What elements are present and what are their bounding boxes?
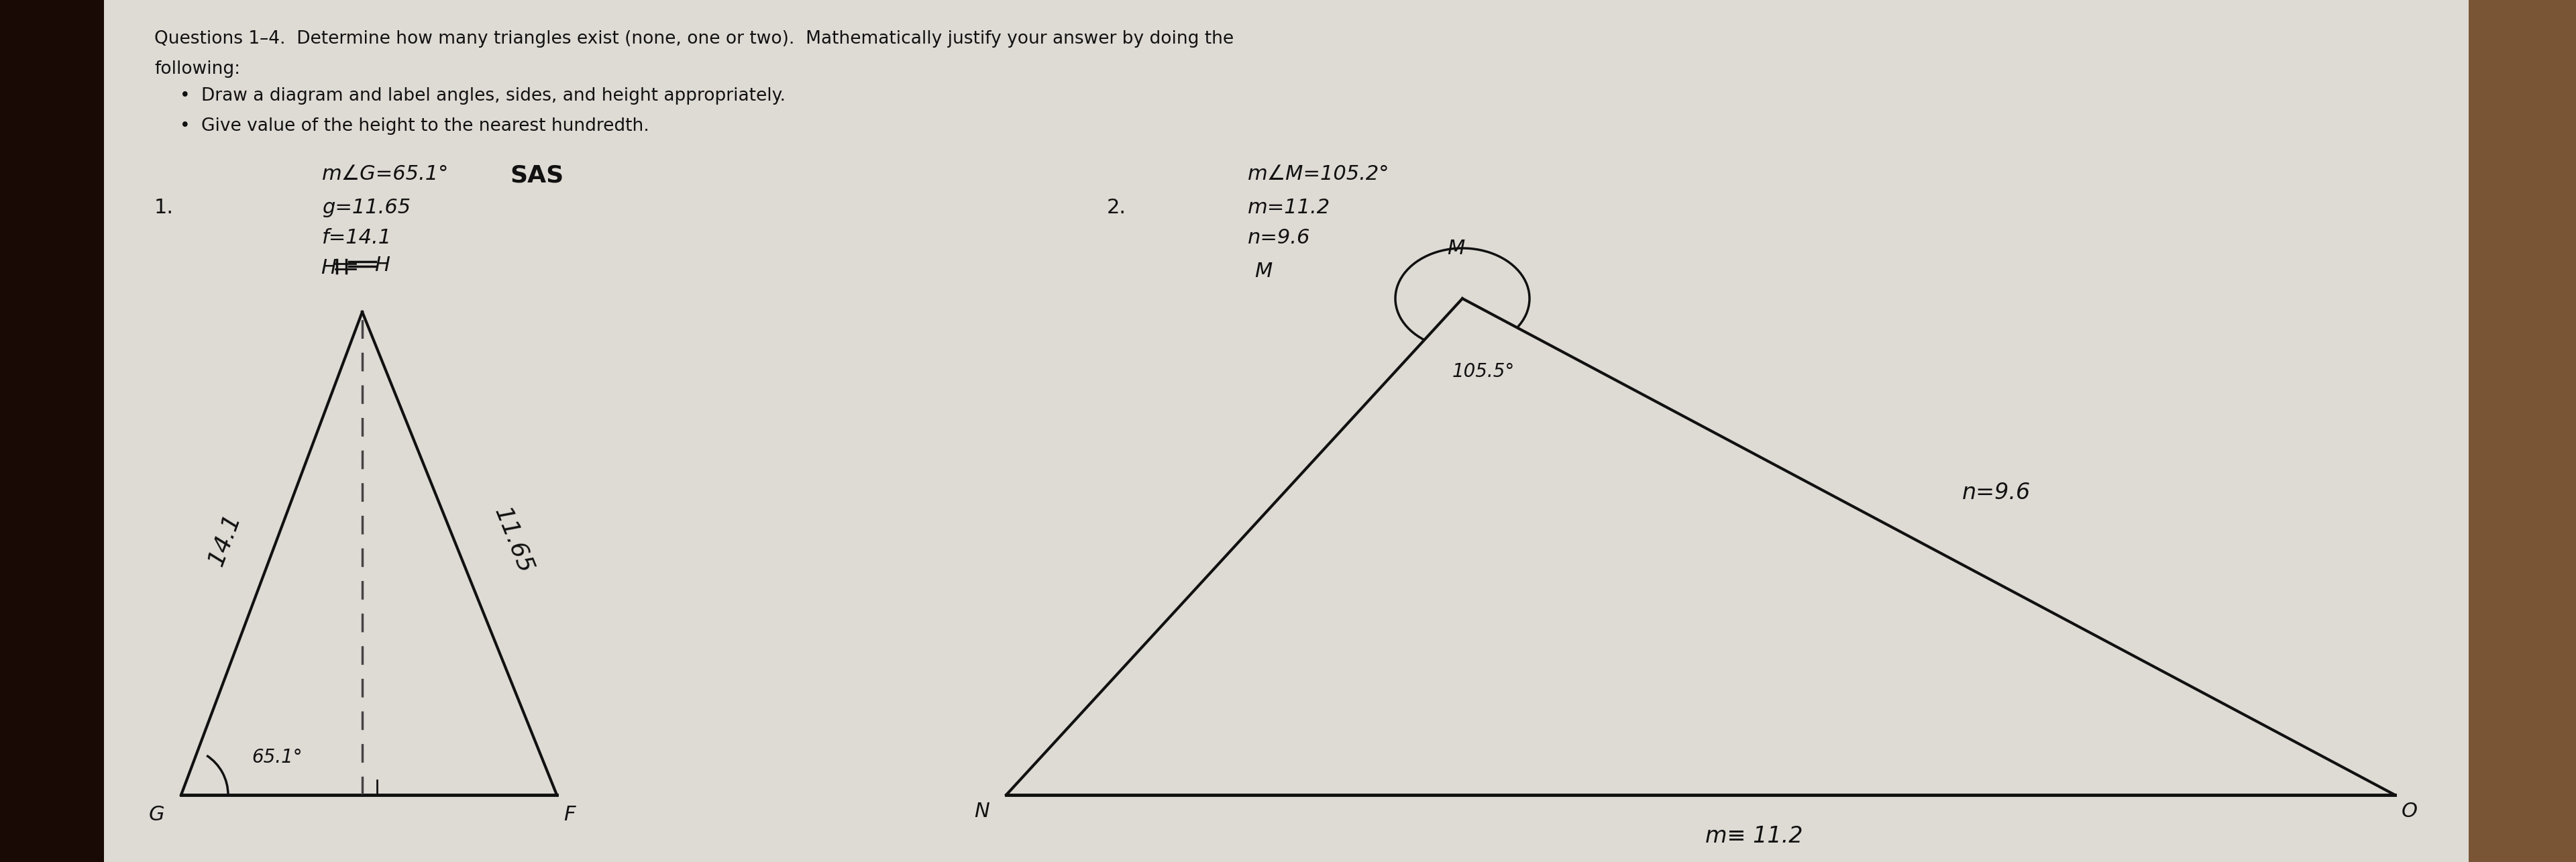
Text: Draw a diagram and label angles, sides, and height appropriately.: Draw a diagram and label angles, sides, … bbox=[201, 87, 786, 104]
Text: Give value of the height to the nearest hundredth.: Give value of the height to the nearest … bbox=[201, 117, 649, 134]
Text: 14.1: 14.1 bbox=[204, 510, 245, 569]
Text: Questions 1–4.  Determine how many triangles exist (none, one or two).  Mathemat: Questions 1–4. Determine how many triang… bbox=[155, 30, 1234, 47]
Text: 2.: 2. bbox=[1108, 198, 1126, 217]
Text: •: • bbox=[180, 117, 191, 134]
Text: •: • bbox=[180, 87, 191, 104]
Text: f=14.1: f=14.1 bbox=[322, 228, 392, 247]
Text: 11.65: 11.65 bbox=[489, 503, 536, 577]
Text: O: O bbox=[2401, 802, 2419, 821]
Text: m∠M=105.2°: m∠M=105.2° bbox=[1247, 165, 1388, 184]
Text: M: M bbox=[1255, 262, 1273, 281]
Text: m≡ 11.2: m≡ 11.2 bbox=[1705, 825, 1803, 847]
Text: H: H bbox=[319, 259, 335, 278]
Text: H: H bbox=[374, 255, 389, 275]
Text: F: F bbox=[564, 805, 574, 824]
Text: G: G bbox=[149, 805, 165, 824]
Text: 1.: 1. bbox=[155, 198, 173, 217]
Text: following:: following: bbox=[155, 60, 240, 78]
Text: m∠G=65.1°: m∠G=65.1° bbox=[322, 165, 448, 184]
Text: m=11.2: m=11.2 bbox=[1247, 198, 1329, 217]
Text: g=11.65: g=11.65 bbox=[322, 198, 410, 217]
Text: SAS: SAS bbox=[510, 165, 564, 187]
FancyBboxPatch shape bbox=[0, 0, 103, 862]
Text: n=9.6: n=9.6 bbox=[1963, 482, 2030, 504]
Text: N: N bbox=[974, 802, 989, 821]
Text: n=9.6: n=9.6 bbox=[1247, 228, 1311, 247]
Text: 65.1°: 65.1° bbox=[252, 748, 301, 766]
Text: M: M bbox=[1448, 239, 1466, 259]
FancyBboxPatch shape bbox=[2468, 0, 2576, 862]
Text: 105.5°: 105.5° bbox=[1453, 362, 1515, 381]
